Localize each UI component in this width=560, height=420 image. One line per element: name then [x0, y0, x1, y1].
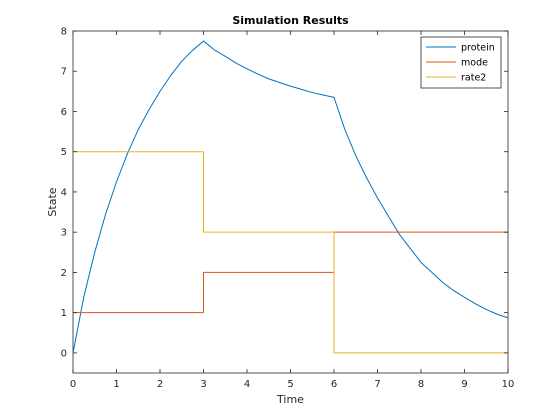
- series-line-protein: [72, 40, 509, 353]
- y-tick-label: 8: [61, 27, 67, 38]
- y-axis-label: State: [46, 187, 59, 216]
- x-tick-label: 7: [374, 379, 380, 390]
- chart-title: Simulation Results: [232, 14, 349, 27]
- x-tick-label: 3: [200, 379, 206, 390]
- x-axis-label: Time: [276, 393, 304, 406]
- y-tick-label: 6: [61, 107, 67, 118]
- legend-label-protein: protein: [461, 43, 495, 54]
- x-tick-label: 9: [461, 379, 467, 390]
- series-line-mode: [73, 231, 508, 314]
- ticks-layer: 0 1 2 3 4 5 6 7 8 9 10 0 1 2 3 4 5 6 7 8: [61, 27, 515, 391]
- x-tick-label: 1: [113, 379, 119, 390]
- y-tick-label: 3: [61, 228, 67, 239]
- legend: protein mode rate2: [420, 36, 502, 89]
- y-tick-label: 2: [61, 268, 67, 279]
- y-tick-label: 0: [61, 348, 67, 359]
- x-tick-label: 6: [331, 379, 337, 390]
- series-layer: [72, 40, 509, 354]
- y-tick-label: 1: [61, 308, 67, 319]
- x-tick-label: 0: [70, 379, 76, 390]
- x-tick-label: 2: [157, 379, 163, 390]
- y-tick-label: 4: [61, 187, 67, 198]
- y-tick-label: 7: [61, 67, 67, 78]
- x-tick-label: 10: [502, 379, 515, 390]
- y-tick-label: 5: [61, 147, 67, 158]
- series-line-rate2: [73, 151, 508, 354]
- legend-label-rate2: rate2: [461, 73, 486, 84]
- x-tick-label: 8: [418, 379, 424, 390]
- x-tick-label: 4: [244, 379, 250, 390]
- x-tick-label: 5: [287, 379, 293, 390]
- legend-label-mode: mode: [461, 58, 488, 69]
